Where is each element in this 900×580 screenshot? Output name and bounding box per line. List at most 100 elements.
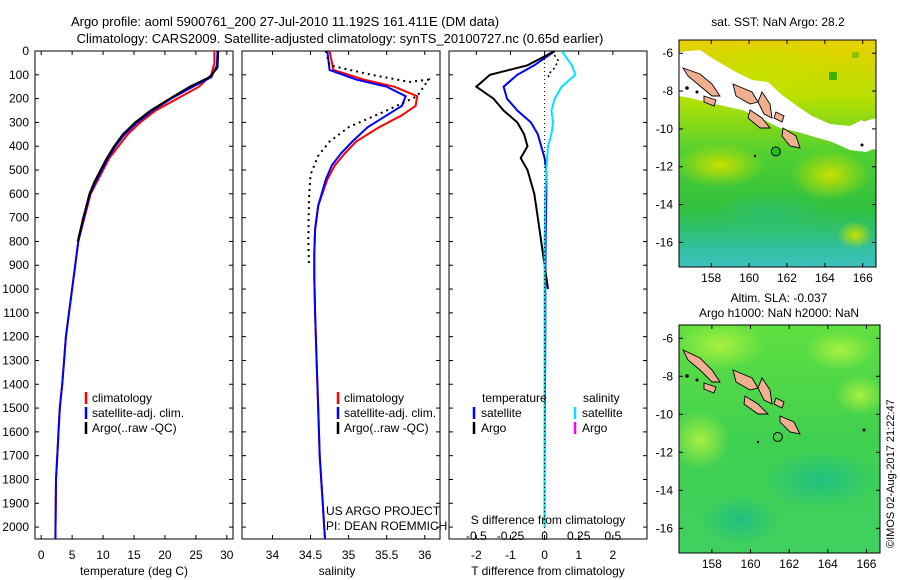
map-x-tick-label: 160 [740, 557, 760, 571]
depth-tick-label: 1200 [2, 330, 29, 344]
sst-warm-patch [679, 143, 765, 187]
island [703, 382, 717, 394]
x-tick-label: 35 [342, 548, 356, 562]
sst-map-frame [678, 39, 877, 268]
legend-argo-label: Argo(..raw -QC) [344, 421, 429, 435]
x-tick-label: -2 [471, 548, 482, 562]
sla-map-title-line1: Altim. SLA: -0.037 [731, 291, 828, 305]
map-y-tick-label: -12 [656, 160, 674, 174]
sst-cool-patch [710, 190, 830, 240]
island [732, 83, 759, 105]
island [781, 127, 801, 149]
x-tick-label: 34 [266, 548, 280, 562]
island [681, 67, 721, 97]
island [773, 397, 785, 409]
depth-tick-label: 500 [9, 163, 29, 177]
island [757, 91, 773, 119]
project-note-line2: PI: DEAN ROEMMICH [326, 519, 447, 533]
timestamp: ©IMOS 02-Aug-2017 21:22:47 [885, 399, 897, 548]
island [682, 349, 721, 383]
map-x-tick-label: 158 [701, 271, 721, 285]
sla-high-patch [679, 410, 730, 470]
island [773, 111, 785, 123]
salinity-x-ticks: 34 34.5 35 35.5 36 [266, 51, 432, 562]
legend-t-argo-label: Argo [481, 421, 507, 435]
series-line-satellite-adj-clim- [313, 51, 407, 539]
sla-map-frame [678, 324, 881, 554]
islet [860, 143, 864, 147]
series-line-satellite [543, 51, 577, 528]
legend-climatology-label: climatology [92, 391, 152, 405]
map-y-tick-label: -6 [662, 46, 673, 60]
sst-masked-area [862, 118, 876, 150]
x-tick-label: -1 [505, 548, 516, 562]
argo-position-marker [772, 431, 783, 442]
x-tick-label: 30 [220, 548, 234, 562]
sst-argo-marker [770, 146, 781, 157]
depth-tick-label: 400 [9, 139, 29, 153]
island [703, 95, 717, 107]
sla-low-patch [700, 495, 780, 545]
depth-tick-label: 1100 [3, 306, 29, 320]
map-y-tick-label: -14 [656, 198, 674, 212]
temperature-series [54, 51, 220, 539]
series-line-argo [547, 51, 560, 80]
depth-tick-label: 300 [9, 115, 29, 129]
sst-warm-patch [837, 221, 873, 249]
map-y-tick-label: -6 [662, 331, 673, 345]
island [757, 377, 773, 405]
depth-tick-label: 1700 [2, 449, 29, 463]
islet [685, 374, 689, 378]
map-y-tick-label: -16 [656, 521, 674, 535]
x-tick-label: 2 [610, 548, 617, 562]
sst-pixel [829, 72, 837, 80]
depth-tick-label: 600 [9, 187, 29, 201]
map-x-tick-label: 166 [853, 271, 873, 285]
legend-climatology-label: climatology [344, 391, 404, 405]
legend-s-satellite-label: satellite [582, 406, 623, 420]
map-y-tick-label: -8 [662, 369, 673, 383]
map-y-tick-label: -14 [656, 483, 674, 497]
difference-plot-frame [448, 50, 648, 540]
series-line-climatology [313, 51, 419, 539]
legend-s-argo-label: Argo [582, 421, 608, 435]
sla-map: Altim. SLA: -0.037 Argo h1000: NaN h2000… [656, 291, 881, 571]
sla-high-patch [805, 330, 875, 370]
sst-map-title: sat. SST: NaN Argo: 28.2 [711, 15, 845, 29]
map-y-tick-label: -16 [656, 235, 674, 249]
island [747, 109, 771, 129]
s-tick-label: -0.25 [497, 529, 525, 543]
depth-tick-label: 1300 [2, 353, 29, 367]
salinity-series [307, 51, 431, 539]
salinity-plot-frame [241, 50, 441, 540]
map-x-tick-label: 164 [818, 557, 838, 571]
depth-tick-label: 1500 [2, 401, 29, 415]
map-x-tick-label: 164 [815, 271, 835, 285]
depth-tick-label: 800 [9, 234, 29, 248]
difference-series [474, 51, 577, 539]
x-tick-label: 5 [69, 548, 76, 562]
depth-tick-label: 1000 [2, 282, 29, 296]
depth-axis: 0 100 200 300 400 500 600 700 800 900 1000 1100 1200… [2, 44, 647, 534]
sla-map-title-line2: Argo h1000: NaN h2000: NaN [699, 306, 859, 320]
map-y-tick-label: -10 [656, 122, 674, 136]
sst-warm-patch [790, 150, 870, 200]
legend-satellite-label: satellite-adj. clim. [92, 406, 184, 420]
temperature-x-ticks: 0 5 10 15 20 25 30 [38, 51, 234, 562]
depth-tick-label: 900 [9, 258, 29, 272]
t-difference-xlabel: T difference from climatology [471, 564, 625, 578]
x-tick-label: 35.5 [375, 548, 399, 562]
x-tick-label: 36 [418, 548, 432, 562]
map-x-tick-label: 162 [777, 271, 797, 285]
x-tick-label: 20 [158, 548, 172, 562]
map-y-tick-label: -12 [656, 445, 674, 459]
legend-satellite-label: satellite-adj. clim. [344, 406, 436, 420]
islet [695, 90, 699, 94]
legend-salinity-header: salinity [583, 391, 620, 405]
depth-tick-label: 1400 [2, 377, 29, 391]
map-x-tick-label: 166 [856, 557, 876, 571]
legend-temperature-header: temperature [482, 391, 547, 405]
island [779, 415, 801, 435]
islet [753, 154, 757, 158]
